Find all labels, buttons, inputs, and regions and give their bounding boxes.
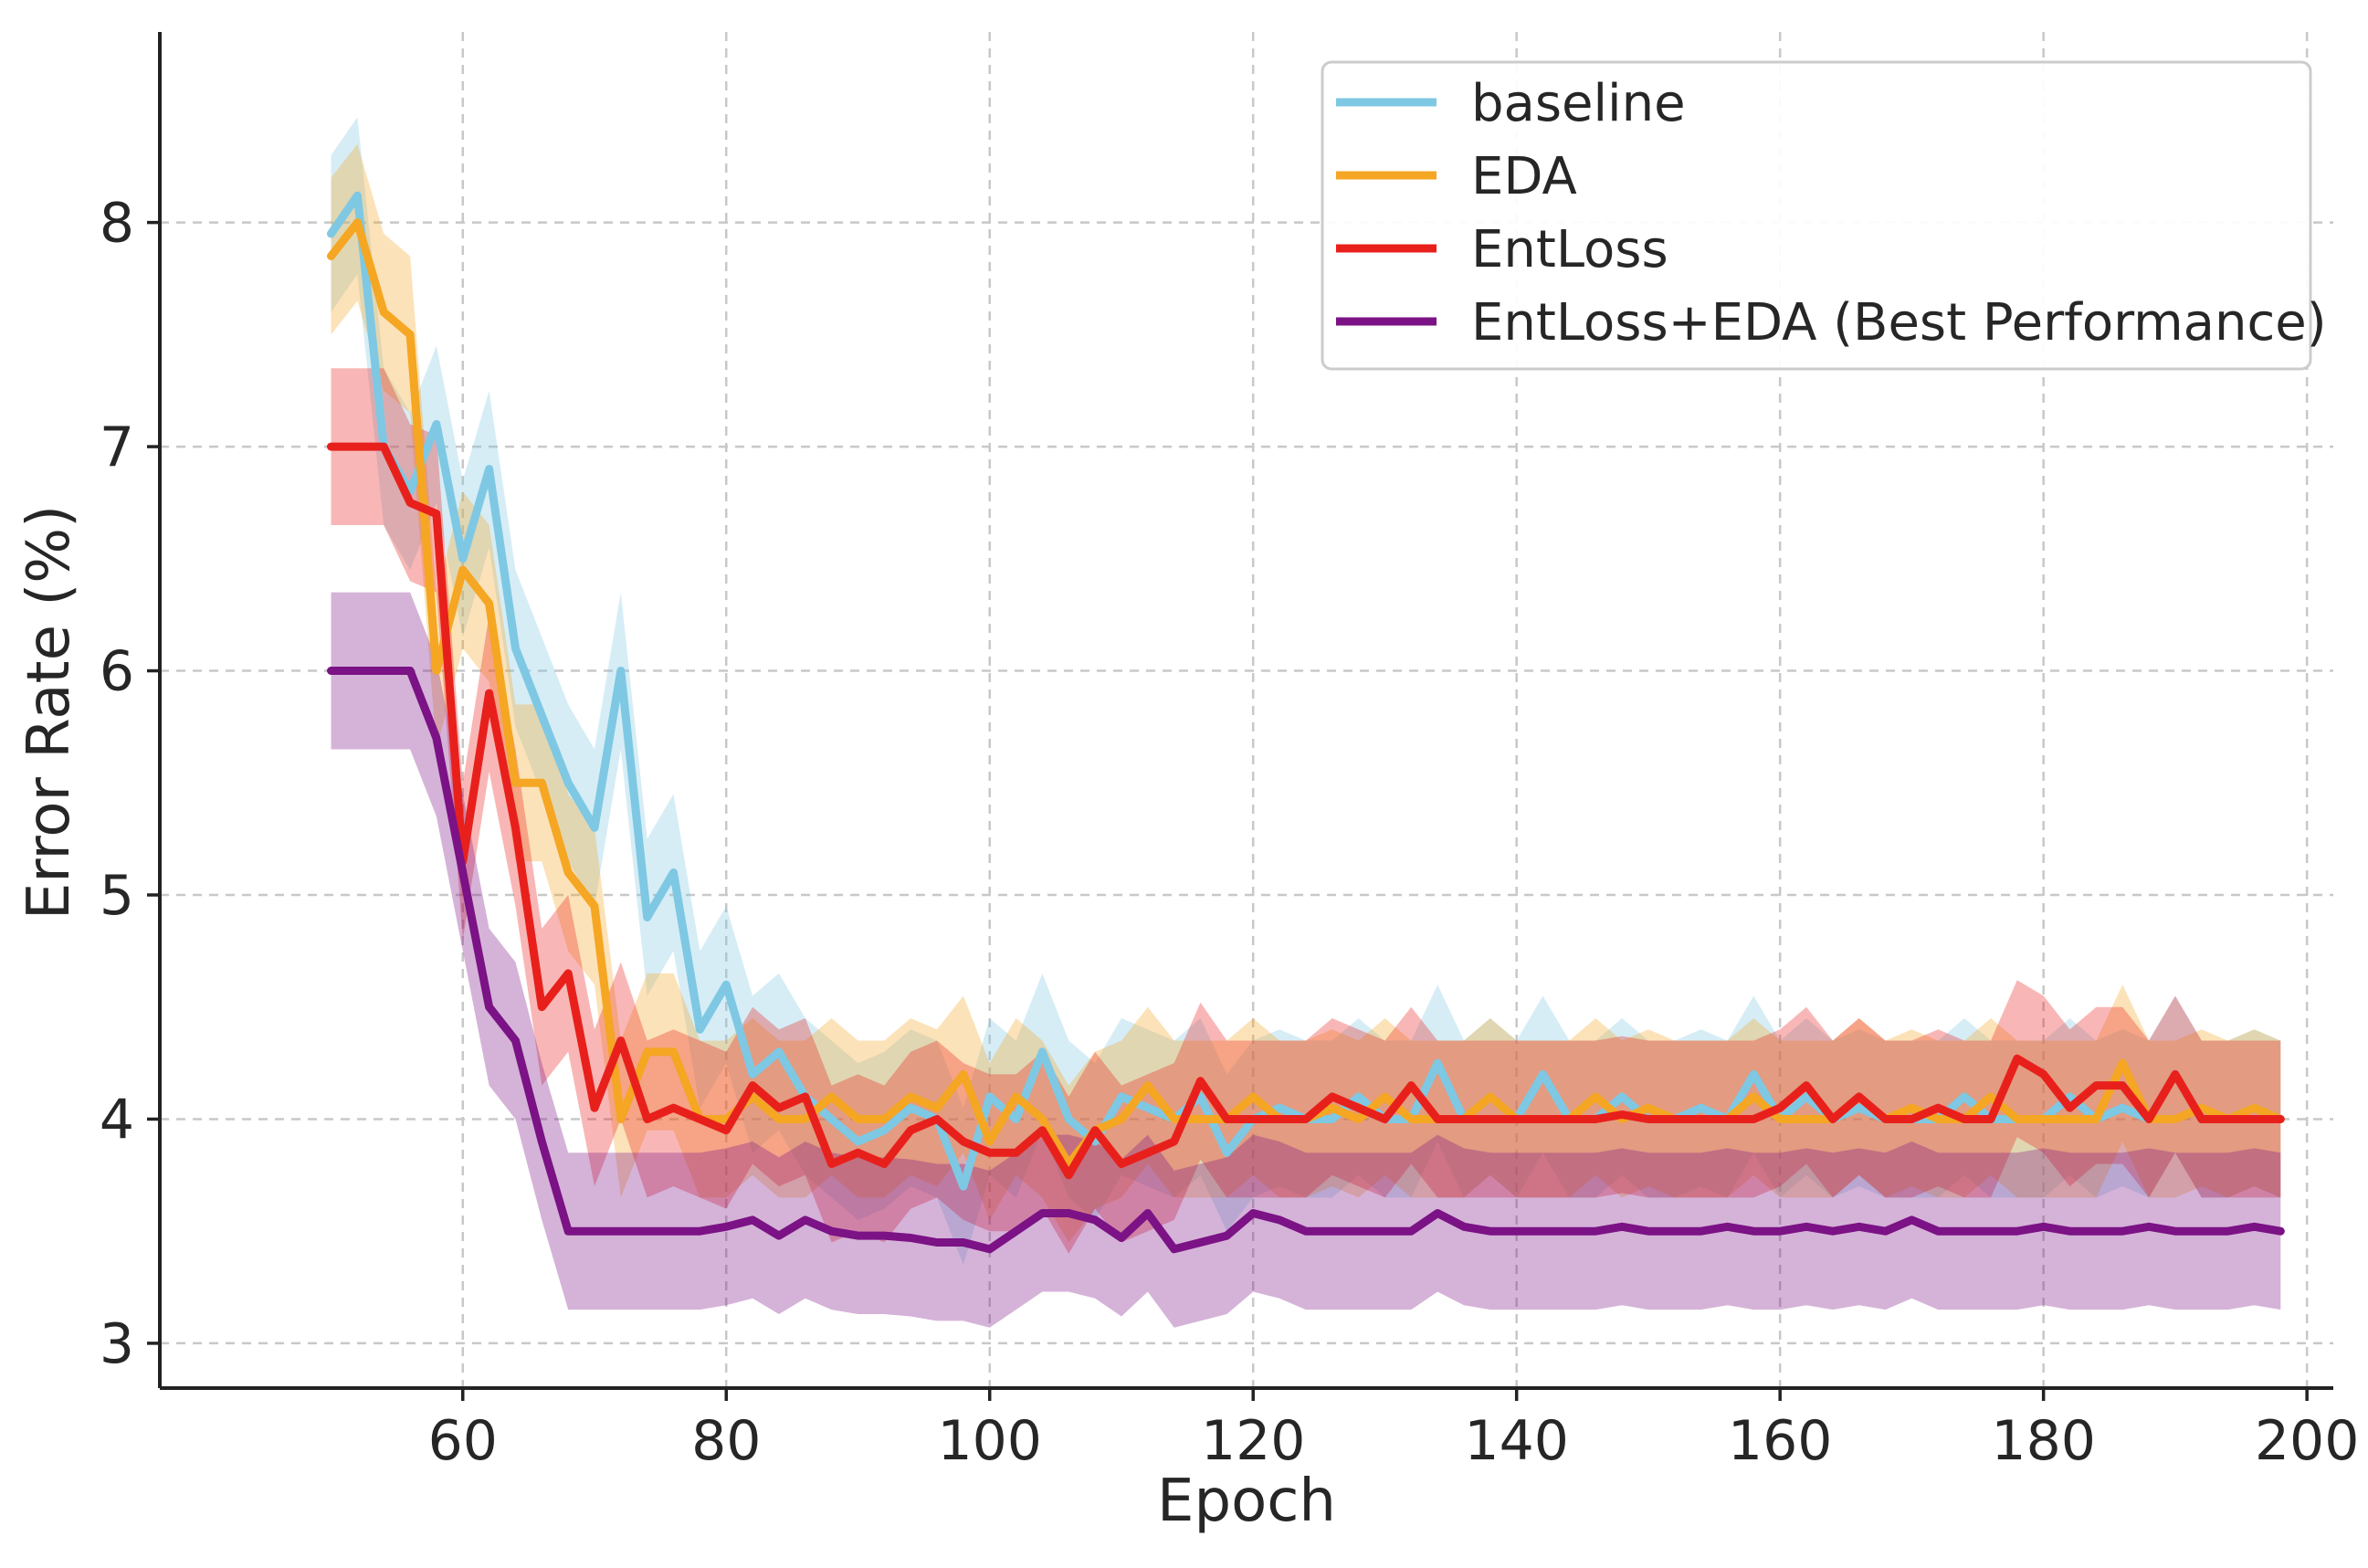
legend-label-1: EDA [1471, 147, 1577, 206]
y-tick-label: 6 [100, 640, 134, 704]
y-tick-label: 3 [100, 1312, 134, 1376]
x-tick-label: 120 [1201, 1409, 1306, 1473]
legend-label-3: EntLoss+EDA (Best Performance) [1471, 293, 2327, 353]
series-lines [327, 191, 2285, 1254]
x-tick-label: 100 [937, 1409, 1042, 1473]
band-0 [331, 117, 2281, 1265]
band-3 [331, 592, 2281, 1328]
legend-box [1321, 60, 2312, 371]
legend-label-2: EntLoss [1471, 220, 1668, 279]
x-tick-label: 80 [691, 1409, 761, 1473]
band-1 [331, 143, 2281, 1243]
y-tick-label: 5 [100, 864, 134, 928]
grid [160, 32, 2333, 1388]
band-2 [331, 368, 2281, 1254]
y-tick-label: 7 [100, 416, 134, 479]
legend-label-0: baseline [1471, 74, 1686, 133]
series-line-3 [327, 667, 2285, 1254]
y-tick-label: 8 [100, 192, 134, 256]
x-tick-label: 200 [2255, 1409, 2360, 1473]
confidence-bands [331, 117, 2281, 1328]
x-tick-label: 60 [428, 1409, 498, 1473]
legend: baseline EDA EntLoss EntLoss+EDA (Best Perf… [1321, 60, 2327, 371]
x-axis-label: Epoch [1157, 1468, 1336, 1535]
axes [158, 32, 2333, 1390]
y-tick-label: 4 [100, 1088, 134, 1152]
y-axis-label: Error Rate (%) [16, 505, 83, 920]
x-tick-label: 160 [1728, 1409, 1833, 1473]
x-tick-label: 140 [1464, 1409, 1569, 1473]
x-tick-label: 180 [1991, 1409, 2096, 1473]
ticks: 60 80 100 120 140 160 180 200 3 4 5 6 7 8 [100, 192, 2360, 1473]
series-line-2 [327, 442, 2285, 1180]
